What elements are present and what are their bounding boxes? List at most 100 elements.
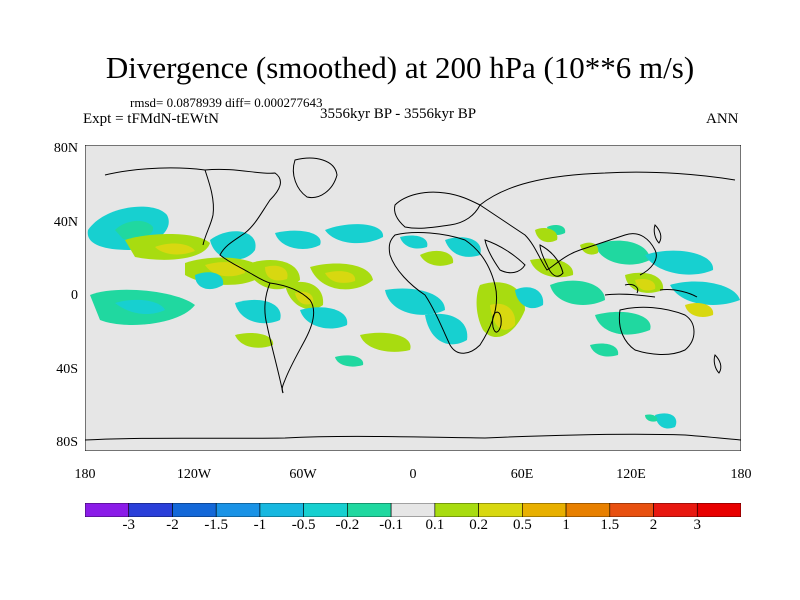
region-atlantic-n-neg — [275, 230, 321, 249]
colorbar-label: 3 — [693, 517, 702, 533]
coast-south-america-west — [264, 282, 284, 394]
colorbar-swatch — [609, 503, 654, 517]
colorbar-swatch — [696, 503, 741, 517]
y-tick-40s: 40S — [56, 362, 78, 377]
colorbar-label: -1.5 — [204, 517, 229, 533]
region-s-pacific-pos — [235, 333, 274, 348]
divergence-shading — [87, 206, 740, 429]
x-tick-60e: 60E — [510, 467, 534, 482]
region-s-indian-neg — [590, 343, 619, 357]
coast-antarctica — [85, 433, 741, 441]
coast-europe — [394, 191, 481, 229]
region-s-atlantic-pos — [360, 332, 411, 352]
x-tick-0: 0 — [409, 467, 417, 482]
region-maritime-pos-core — [635, 279, 656, 291]
colorbar-swatches — [85, 503, 741, 517]
colorbar-swatch — [128, 503, 173, 517]
colorbar-label: 0.2 — [469, 517, 488, 533]
region-s-atlantic-neg-2 — [425, 313, 468, 345]
x-tick-60w: 60W — [289, 467, 317, 482]
region-caribbean-pos-core — [265, 265, 288, 281]
y-tick-0: 0 — [71, 288, 78, 303]
colorbar-label: -1 — [253, 517, 267, 533]
colorbar-label: -0.5 — [291, 517, 316, 533]
x-tick-120e: 120E — [616, 467, 646, 482]
region-n-africa-pos — [420, 250, 454, 266]
colorbar-swatch — [434, 503, 479, 517]
colorbar-swatch — [259, 503, 304, 517]
region-atlantic-pos-core — [325, 271, 356, 283]
season-label: ANN — [706, 111, 739, 127]
colorbar-label: -0.1 — [379, 517, 403, 533]
region-w-pacific-neg-2 — [670, 281, 740, 305]
colorbar-swatch — [522, 503, 567, 517]
region-s-atlantic-neg-3 — [335, 355, 364, 367]
region-s-america-pos-core — [295, 291, 314, 305]
colorbar-label: 2 — [649, 517, 658, 533]
x-tick-180w: 180 — [74, 467, 96, 482]
colorbar-swatch — [303, 503, 348, 517]
coast-japan — [653, 224, 662, 244]
coast-north-america — [104, 167, 281, 284]
colorbar-swatch — [653, 503, 698, 517]
coast-south-america-east — [269, 282, 315, 394]
coast-greenland — [292, 157, 338, 199]
region-e-asia-neg — [595, 240, 650, 265]
region-mexico-pos-core — [205, 262, 245, 277]
colorbar-label: 1 — [562, 517, 570, 533]
y-tick-40n: 40N — [53, 215, 78, 230]
map-panel — [85, 145, 741, 451]
colorbar-label: 1.5 — [600, 517, 620, 533]
region-australia-neg — [595, 311, 651, 335]
region-ross-sea-neg — [655, 413, 677, 429]
period-label: 3556kyr BP - 3556kyr BP — [320, 106, 477, 122]
region-central-asia-pos — [535, 228, 558, 243]
colorbar-swatch — [85, 503, 130, 517]
colorbar-label: -0.2 — [335, 517, 360, 533]
region-w-indian-neg — [515, 287, 544, 309]
region-arabia-neg — [445, 237, 481, 257]
region-w-pacific-neg — [645, 250, 714, 275]
coast-new-zealand — [713, 354, 722, 374]
region-coral-sea-pos — [685, 303, 714, 317]
colorbar-swatch — [347, 503, 392, 517]
colorbar — [85, 503, 741, 517]
colorbar-swatch — [478, 503, 523, 517]
coast-arabia — [484, 239, 526, 274]
colorbar-swatch — [215, 503, 261, 517]
colorbar-label: 0.1 — [425, 517, 445, 533]
region-n-pacific-pos-core — [155, 243, 195, 255]
y-tick-80s: 80S — [56, 435, 78, 450]
region-e-pacific-neg — [195, 272, 224, 290]
region-africa-pos-core — [490, 303, 516, 330]
region-atlantic-n-neg-2 — [325, 224, 384, 244]
coast-indonesia — [604, 284, 698, 298]
region-atlantic-eq-neg — [385, 288, 445, 315]
region-indian-ocean-neg — [550, 280, 605, 305]
coast-asia — [479, 171, 736, 276]
region-n-pacific-neg-core — [115, 220, 154, 240]
coast-india — [539, 244, 564, 277]
colorbar-swatch — [172, 503, 217, 517]
region-n-africa-neg — [400, 235, 428, 249]
experiment-label: Expt = tFMdN-tEWtN — [83, 111, 219, 127]
coast-africa — [388, 232, 498, 354]
chart-title: Divergence (smoothed) at 200 hPa (10**6 … — [105, 50, 695, 85]
coastlines — [85, 157, 741, 441]
x-tick-180e: 180 — [730, 467, 752, 482]
colorbar-label: -3 — [122, 517, 135, 533]
coast-na-west — [202, 169, 214, 246]
colorbar-label: 0.5 — [512, 517, 532, 533]
region-antarctic-neg — [645, 414, 658, 422]
region-india-pos — [530, 258, 574, 278]
colorbar-label: -2 — [166, 517, 179, 533]
region-se-pacific-neg — [235, 299, 281, 324]
colorbar-swatch — [390, 503, 436, 517]
coast-madagascar — [492, 311, 502, 333]
stats-label: rmsd= 0.0878939 diff= 0.000277643 — [130, 95, 323, 110]
y-tick-80n: 80N — [53, 141, 78, 156]
x-tick-120w: 120W — [176, 467, 212, 482]
coast-australia — [618, 306, 695, 355]
region-s-pacific-neg-core — [115, 299, 165, 315]
colorbar-swatch — [565, 503, 611, 517]
